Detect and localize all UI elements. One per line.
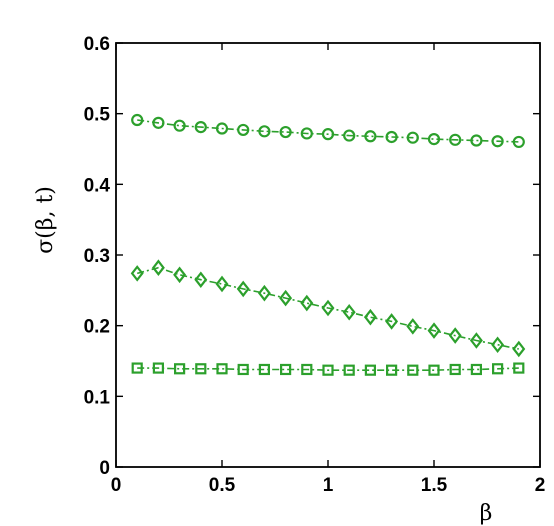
- data-point-square: [407, 364, 419, 376]
- data-point-diamond: [512, 340, 526, 358]
- data-point-square: [216, 363, 228, 375]
- data-point-square: [258, 363, 270, 376]
- series-line: [137, 367, 519, 372]
- series-layer: [130, 113, 526, 376]
- y-tick-label: 0.6: [84, 34, 110, 55]
- data-point-diamond: [173, 266, 187, 284]
- data-point-diamond: [130, 265, 144, 282]
- data-point-square: [386, 364, 398, 376]
- data-point-square: [237, 363, 249, 376]
- y-tick-label: 0.2: [84, 317, 110, 338]
- data-point-diamond: [427, 322, 441, 339]
- series-line: [137, 119, 519, 143]
- series-circle: [131, 113, 525, 149]
- data-point-circle: [258, 125, 271, 138]
- y-tick-label: 0.4: [84, 175, 111, 196]
- data-point-diamond: [236, 280, 250, 298]
- data-point-square: [343, 364, 355, 376]
- data-point-square: [428, 364, 440, 376]
- data-point-square: [195, 363, 207, 375]
- data-point-square: [152, 362, 164, 374]
- data-point-diamond: [385, 313, 399, 330]
- data-point-square: [131, 362, 143, 374]
- x-tick-label: 0.5: [209, 475, 236, 496]
- data-point-circle: [343, 129, 356, 142]
- data-point-circle: [491, 135, 504, 148]
- data-point-diamond: [257, 284, 271, 302]
- x-tick-label: 0: [111, 475, 122, 496]
- data-point-square: [470, 363, 482, 376]
- data-point-circle: [364, 130, 377, 143]
- x-tick-label: 1.5: [421, 475, 448, 496]
- data-point-square: [301, 363, 313, 376]
- y-tick-label: 0.3: [84, 246, 110, 267]
- data-point-diamond: [151, 259, 165, 277]
- data-point-circle: [385, 130, 398, 144]
- tick-layer: 0 0.5 1 1.5 2 0 0.1 0.2 0.3 0.4 0.5 0.6: [84, 34, 546, 496]
- data-point-circle: [173, 119, 186, 132]
- data-point-diamond: [491, 336, 505, 354]
- data-point-square: [322, 364, 334, 376]
- data-point-diamond: [194, 271, 208, 289]
- data-point-circle: [449, 133, 462, 146]
- data-point-circle: [237, 123, 250, 137]
- data-point-circle: [279, 125, 292, 139]
- x-tick-label: 1: [323, 475, 334, 496]
- plot-frame: [115, 42, 541, 468]
- data-point-diamond: [215, 275, 229, 293]
- series-square: [131, 362, 525, 376]
- data-point-circle: [406, 131, 419, 144]
- data-point-square: [492, 363, 504, 375]
- data-point-diamond: [363, 308, 377, 326]
- data-point-circle: [321, 128, 335, 141]
- data-point-diamond: [321, 299, 335, 317]
- data-point-diamond: [300, 294, 314, 312]
- data-point-circle: [152, 116, 165, 129]
- data-point-circle: [427, 133, 441, 146]
- x-axis-label: β: [480, 501, 493, 526]
- data-point-diamond: [469, 332, 483, 349]
- data-point-circle: [512, 135, 525, 149]
- data-point-square: [280, 363, 292, 376]
- series-diamond: [130, 259, 526, 358]
- series-line: [136, 266, 519, 350]
- data-point-diamond: [448, 327, 462, 344]
- data-point-circle: [131, 113, 144, 127]
- data-point-diamond: [279, 289, 293, 307]
- data-point-circle: [215, 122, 229, 135]
- data-point-square: [449, 363, 461, 376]
- x-tick-label: 2: [535, 475, 546, 496]
- y-tick-label: 0: [99, 458, 110, 479]
- y-tick-label: 0.1: [84, 387, 111, 408]
- data-point-circle: [470, 134, 483, 147]
- data-point-diamond: [406, 318, 420, 335]
- data-point-square: [513, 362, 525, 374]
- data-point-diamond: [342, 303, 356, 321]
- y-tick-label: 0.5: [84, 105, 111, 126]
- data-point-circle: [300, 127, 313, 140]
- data-point-square: [364, 364, 376, 376]
- data-point-circle: [194, 120, 207, 134]
- y-axis-label: σ(β, t): [33, 186, 58, 254]
- data-point-square: [174, 363, 186, 375]
